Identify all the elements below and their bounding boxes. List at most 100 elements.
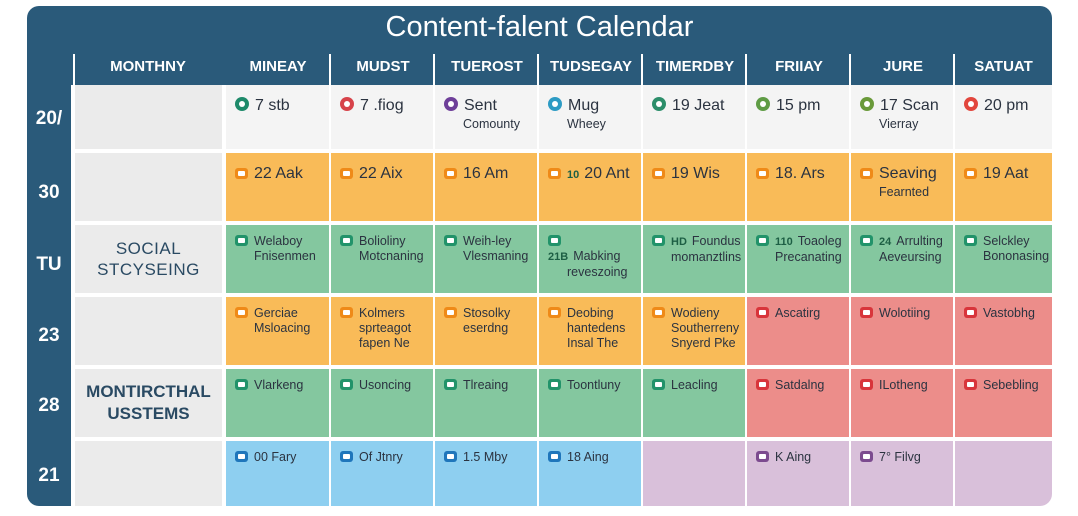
category-cell	[75, 441, 222, 506]
calendar-cell[interactable]: Welaboy Fnisenmen	[226, 225, 329, 293]
calendar-cell[interactable]: Wolotiing	[851, 297, 953, 365]
event-detail: fapen Ne	[359, 336, 410, 350]
calendar-cell[interactable]: Vlarkeng	[226, 369, 329, 437]
event-title: Arrulting	[896, 234, 943, 248]
event-title: 1.5 Mby	[463, 450, 508, 464]
calendar-cell[interactable]: K Aing	[747, 441, 849, 506]
calendar-cell[interactable]: Bolioliny Motcnaning	[331, 225, 433, 293]
calendar-cell[interactable]: 7° Filvg	[851, 441, 953, 506]
event-title: 22 Aix	[359, 165, 403, 182]
category-monthly: MONTIRCTHAL USSTEMS	[75, 369, 222, 437]
calendar-cell[interactable]	[643, 441, 745, 506]
row-label: 20/	[35, 108, 63, 129]
calendar-cell[interactable]: Gerciae Msloacing	[226, 297, 329, 365]
event-title: 18 Aing	[567, 450, 609, 464]
calendar-cell[interactable]: 19 Wis	[643, 153, 745, 221]
calendar-icon	[756, 235, 769, 246]
event-title: Weih-ley	[463, 234, 512, 248]
event-detail: Fearnted	[879, 185, 930, 199]
calendar-cell[interactable]: Kolmers sprteagot fapen Ne	[331, 297, 433, 365]
event-title: Mabking	[573, 249, 621, 263]
event-title: Welaboy	[254, 234, 303, 248]
calendar-cell[interactable]: 24 Arrulting Aeveursing	[851, 225, 953, 293]
doc-icon	[652, 307, 665, 318]
calendar-cell[interactable]: Tlreaing	[435, 369, 537, 437]
calendar-cell[interactable]: 21B Mabking reveszoing	[539, 225, 641, 293]
event-detail: hantedens	[567, 321, 626, 335]
calendar-cell[interactable]: 7 stb	[226, 85, 329, 149]
doc-icon	[235, 307, 248, 318]
event-detail: eserdng	[463, 321, 509, 335]
header-divider	[433, 54, 435, 85]
calendar-cell[interactable]: Usoncing	[331, 369, 433, 437]
header-col-1: MINEAY	[249, 58, 307, 75]
doc-icon	[652, 168, 665, 179]
event-title: Vlarkeng	[254, 378, 304, 392]
calendar-cell[interactable]: Satdalng	[747, 369, 849, 437]
event-detail: Bononasing	[983, 249, 1050, 263]
calendar-cell[interactable]: Toontluny	[539, 369, 641, 437]
event-badge: 10	[567, 169, 580, 181]
calendar-cell[interactable]: ILotheng	[851, 369, 953, 437]
calendar-cell[interactable]: Deobing hantedens Insal The	[539, 297, 641, 365]
event-title: Gerciae	[254, 306, 298, 320]
calendar-cell[interactable]: 110 Toaoleg Precanating	[747, 225, 849, 293]
calendar-cell[interactable]: Sent Comounty	[435, 85, 537, 149]
event-title: Toontluny	[567, 378, 621, 392]
calendar-cell[interactable]: Vastobhg	[955, 297, 1052, 365]
home-icon	[756, 168, 769, 179]
page-title: Content-falent Calendar	[27, 6, 1052, 48]
doc-icon	[964, 235, 977, 246]
header-col-4: TUDSEGAY	[550, 58, 632, 75]
chat-icon	[444, 97, 458, 111]
calendar-cell[interactable]: 22 Aak	[226, 153, 329, 221]
calendar-cell[interactable]: 16 Am	[435, 153, 537, 221]
doc-icon	[444, 307, 457, 318]
calendar-cell[interactable]: 1.5 Mby	[435, 441, 537, 506]
calendar-cell[interactable]: 19 Aat	[955, 153, 1052, 221]
share-icon	[235, 97, 249, 111]
calendar-cell[interactable]: Leacling	[643, 369, 745, 437]
event-badge: 21B	[548, 251, 569, 263]
doc-icon	[964, 307, 977, 318]
calendar-cell[interactable]: 20 pm	[955, 85, 1052, 149]
header-divider	[73, 54, 75, 85]
event-detail: Comounty	[463, 117, 520, 131]
calendar-cell[interactable]: HD Foundus momanztlins	[643, 225, 745, 293]
event-badge: 110	[775, 236, 793, 248]
header-monthny: MONTHNY	[110, 58, 186, 75]
calendar-cell[interactable]: Of Jtnry	[331, 441, 433, 506]
calendar-cell[interactable]: Weih-ley Vlesmaning	[435, 225, 537, 293]
event-title: 18. Ars	[775, 165, 825, 182]
calendar-cell[interactable]: Sebebling	[955, 369, 1052, 437]
calendar-cell[interactable]: 19 Jeat	[643, 85, 745, 149]
event-detail: Snyerd Pke	[671, 336, 736, 350]
event-title: 17 Scan	[880, 97, 939, 114]
calendar-cell[interactable]: 10 20 Ant	[539, 153, 641, 221]
calendar-cell[interactable]: Selckley Bononasing	[955, 225, 1052, 293]
calendar-cell[interactable]	[955, 441, 1052, 506]
header-divider	[537, 54, 539, 85]
event-title: 16 Am	[463, 165, 509, 182]
calendar-cell[interactable]: Stosolky eserdng	[435, 297, 537, 365]
doc-icon	[860, 379, 873, 390]
calendar-cell[interactable]: Ascatirg	[747, 297, 849, 365]
calendar-cell[interactable]: 18 Aing	[539, 441, 641, 506]
calendar-cell[interactable]: 18. Ars	[747, 153, 849, 221]
event-title: Vastobhg	[983, 306, 1035, 320]
calendar-cell[interactable]: Mug Wheey	[539, 85, 641, 149]
calendar-cell[interactable]: Seaving Fearnted	[851, 153, 953, 221]
doc-icon	[235, 168, 248, 179]
event-detail: Msloacing	[254, 321, 311, 335]
event-detail: Southerreny	[671, 321, 740, 335]
calendar-cell[interactable]: Wodieny Southerreny Snyerd Pke	[643, 297, 745, 365]
header-col-2: MUDST	[356, 58, 410, 75]
calendar-cell[interactable]: 15 pm	[747, 85, 849, 149]
calendar-cell[interactable]: 22 Aix	[331, 153, 433, 221]
calendar-cell[interactable]: 00 Fary	[226, 441, 329, 506]
image-icon	[860, 97, 874, 111]
event-title: Wolotiing	[879, 306, 931, 320]
calendar-cell[interactable]: 17 Scan Vierray	[851, 85, 953, 149]
calendar-cell[interactable]: 7 .fiog	[331, 85, 433, 149]
photo-icon	[756, 97, 770, 111]
